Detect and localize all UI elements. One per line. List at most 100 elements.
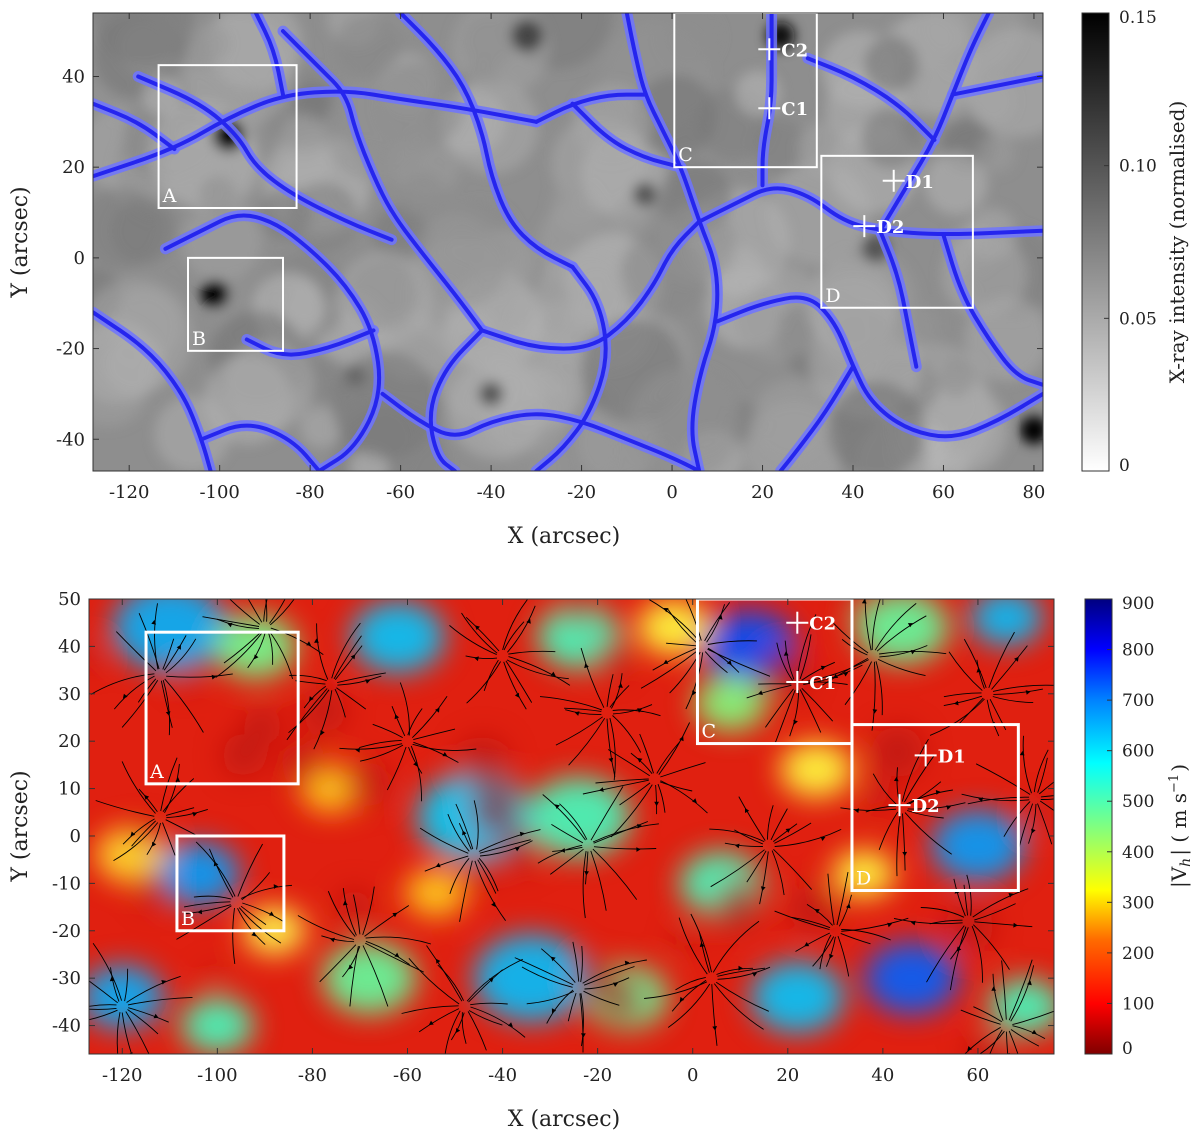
streamline [362,886,375,936]
streamline [806,904,833,926]
streamline-arrow [613,982,618,987]
streamline [593,846,657,850]
streamline [950,927,969,960]
streamline [411,695,448,739]
streamline [765,688,794,728]
streamline [773,823,798,842]
streamline [872,773,897,805]
x-tick-label: -100 [199,482,239,503]
streamline-arrow [435,958,441,964]
streamline-arrow [893,776,899,782]
streamline [907,802,966,810]
y-tick-label: 20 [58,731,81,752]
streamline [289,674,327,682]
streamline [690,913,712,973]
streamline [988,631,1015,689]
streamline [163,635,187,671]
streamline [709,828,765,843]
streamline [590,850,607,911]
streamline-arrow [144,795,150,800]
streamline-arrow [692,690,697,696]
streamline-arrow [726,660,732,665]
lane-core [281,29,484,333]
y-tick-label: -20 [56,339,85,360]
streamline [789,690,800,737]
y-tick-label: -30 [52,968,81,989]
streamline [470,1006,526,1038]
streamline [162,778,195,812]
colorbar-tick-label: 700 [1122,691,1154,711]
streamline-arrow [435,707,440,713]
streamline [127,996,193,1006]
streamline [874,603,917,651]
streamline [825,936,836,967]
streamline [926,925,965,983]
streamline [477,859,497,894]
colorbar-label-close: ) [1167,764,1191,772]
intensity-patch [93,13,194,66]
streamline-arrow [699,942,705,947]
region-box-label: B [181,908,195,930]
streamline-arrow [820,665,826,671]
streamline [986,699,1000,737]
streamline-arrow [435,862,441,868]
intensity-patch [399,172,446,219]
x-tick-label: -20 [567,482,596,503]
streamline [704,602,731,642]
x-tick-label: -60 [393,1065,422,1086]
intensity-patch [93,279,194,394]
low-velocity-patch [282,742,324,784]
streamline [770,808,788,841]
y-tick-label: -20 [52,921,81,942]
streamline-arrow [551,1008,557,1014]
intensity-patch [797,121,855,178]
streamline [1022,735,1032,794]
streamline [896,813,901,877]
lane-core [878,228,919,369]
streamline-arrow [584,663,589,669]
streamline-arrow [1027,980,1032,986]
streamline [993,688,1043,695]
streamline [711,984,718,1046]
streamline-arrow [654,801,659,807]
streamline [95,800,155,817]
xray-x-axis: -120 -100 -80 -60 -40 -20 0 20 40 60 80 [109,13,1045,503]
streamline-arrow [953,700,959,706]
streamline [483,659,499,692]
velocity-patch [526,777,631,858]
bright-point [345,365,366,386]
streamline-arrow [636,847,641,852]
streamline [232,908,236,964]
streamline [115,631,157,672]
colorbar-tick-label: 200 [1122,944,1154,964]
streamline-arrow [1008,893,1014,898]
streamline [413,741,459,763]
streamline [713,983,764,1030]
streamline [973,1006,1003,1023]
velocity-x-axis-label: X (arcsec) [508,1107,620,1132]
streamline [920,907,965,918]
streamline [583,966,635,986]
streamline-arrow [175,777,181,782]
streamline [242,902,285,923]
streamline [1008,959,1033,1021]
streamline-arrow [967,1046,972,1051]
x-tick-label: -40 [488,1065,517,1086]
streamline [162,638,175,670]
region-boxes: A B C D [144,597,1020,933]
x-tick-label: 40 [871,1065,894,1086]
streamline [349,946,359,1007]
low-velocity-patch [871,726,924,778]
streamline [774,689,796,745]
streamline-arrow [550,671,556,676]
low-velocity-patch [560,599,598,624]
streamline [583,990,620,1006]
streamline [478,829,541,852]
streamline [466,661,501,704]
colorbar-tick-label: 800 [1122,641,1154,661]
streamline [801,661,835,681]
streamline-arrow [1031,828,1036,834]
low-velocity-patch [593,639,629,676]
streamline [655,784,658,815]
streamline [288,689,330,734]
